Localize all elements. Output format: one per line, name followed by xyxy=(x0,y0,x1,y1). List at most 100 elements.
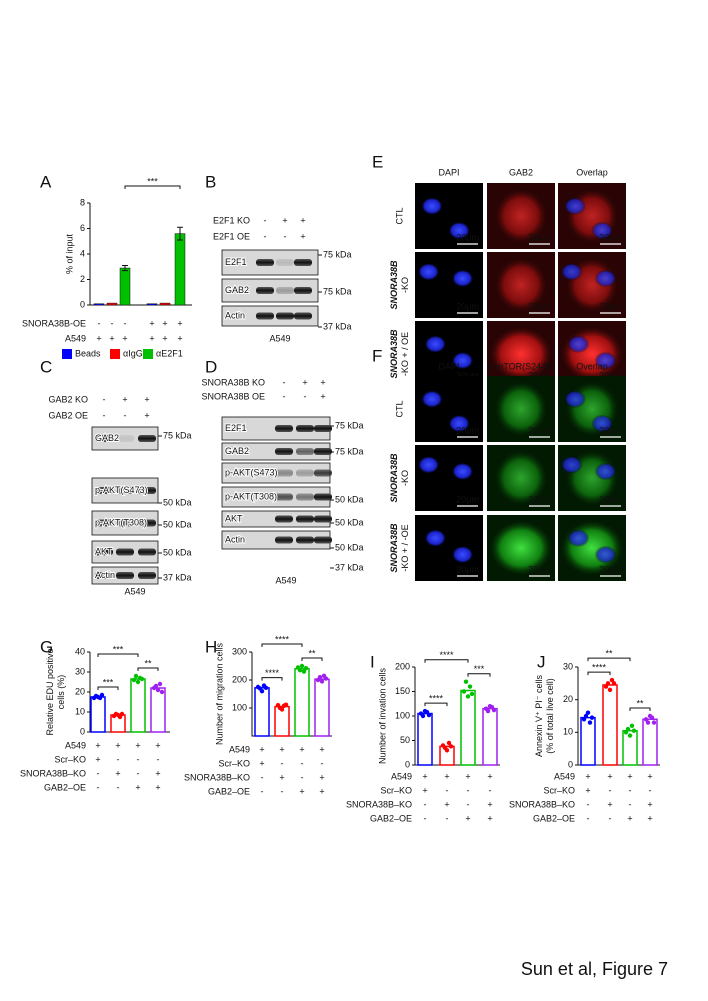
bar xyxy=(460,689,476,766)
nucleus xyxy=(560,262,583,281)
data-point xyxy=(317,675,323,680)
data-point xyxy=(629,723,635,728)
blot-band xyxy=(138,487,156,494)
bar xyxy=(602,684,618,766)
condition-sign: + xyxy=(647,813,652,823)
condition-sign: - xyxy=(264,231,267,241)
marker-label: 37 kDa xyxy=(335,562,364,572)
condition-sign: - xyxy=(424,799,427,809)
blot-band xyxy=(138,435,156,442)
bar xyxy=(314,678,330,737)
condition-sign: + xyxy=(487,813,492,823)
nucleus xyxy=(591,221,614,240)
panel-label: B xyxy=(205,172,216,191)
condition-sign: - xyxy=(281,786,284,796)
bar xyxy=(106,302,118,306)
condition-label: SNORA38B–KO xyxy=(20,768,86,778)
marker-label: 75 kDa xyxy=(163,430,192,440)
blot-band xyxy=(116,435,134,442)
condition-sign: + xyxy=(607,771,612,781)
condition-sign: - xyxy=(97,768,100,778)
data-point xyxy=(625,726,631,732)
blot-band xyxy=(296,493,314,501)
band-label: p-AKT(S473) xyxy=(95,485,148,495)
stain xyxy=(487,518,555,578)
condition-label: A549 xyxy=(65,740,86,750)
condition-sign: + xyxy=(259,744,264,754)
condition-sign: - xyxy=(264,215,267,225)
condition-sign: - xyxy=(137,768,140,778)
nucleus xyxy=(421,197,443,216)
condition-label: -KO + / OE xyxy=(400,332,410,376)
blot-band xyxy=(138,548,156,556)
y-axis-label: Relative EDU positive xyxy=(45,648,55,735)
condition-sign: + xyxy=(155,782,160,792)
nucleus xyxy=(451,462,474,481)
significance-bracket xyxy=(261,677,283,681)
nucleus xyxy=(594,462,617,481)
condition-sign: + xyxy=(177,318,182,328)
data-point xyxy=(465,694,471,699)
data-point xyxy=(426,712,432,718)
condition-sign: + xyxy=(465,771,470,781)
significance-label: **** xyxy=(429,693,444,703)
marker-label: 75 kDa xyxy=(335,446,364,456)
band-label: Actin xyxy=(95,570,115,580)
data-point xyxy=(323,676,329,681)
blot-band xyxy=(275,425,293,432)
blot-band xyxy=(314,493,332,501)
band-label: E2F1 xyxy=(225,423,247,433)
marker-label: 37 kDa xyxy=(323,321,352,331)
legend-swatch xyxy=(143,349,153,359)
data-point xyxy=(446,740,452,746)
panel-label: C xyxy=(40,357,52,376)
condition-sign: - xyxy=(137,754,140,764)
condition-sign: + xyxy=(144,394,149,404)
channel-header: Overlap xyxy=(576,167,608,177)
blot-band xyxy=(296,469,314,477)
y-axis-label: Annexin V⁺ PI⁻ cells xyxy=(534,674,544,757)
bar xyxy=(254,687,270,737)
micrograph-bg xyxy=(415,515,483,581)
marker-label: 50 kDa xyxy=(335,517,364,527)
y-tick-label: 100 xyxy=(232,702,247,712)
y-axis-label: cells (%) xyxy=(56,675,66,710)
bar xyxy=(174,233,186,306)
micrograph: 20μm xyxy=(487,183,555,249)
legend-swatch xyxy=(62,349,72,359)
nucleus xyxy=(567,335,590,354)
micrograph: 20μm xyxy=(487,515,555,581)
micrograph: 20μm xyxy=(558,252,626,318)
condition-sign: - xyxy=(424,813,427,823)
bar xyxy=(159,302,171,306)
data-point xyxy=(651,720,657,725)
data-point xyxy=(467,684,473,689)
footer: Sun et al, Figure 7 xyxy=(521,959,668,979)
y-axis-label: Number of migration cells xyxy=(214,642,224,745)
nucleus xyxy=(451,351,474,370)
significance-bracket xyxy=(124,185,181,189)
y-tick-label: 200 xyxy=(395,661,410,671)
micrograph: 20μm xyxy=(558,515,626,581)
condition-sign: - xyxy=(261,786,264,796)
significance-bracket xyxy=(137,667,159,671)
condition-label: A549 xyxy=(391,771,412,781)
significance-label: *** xyxy=(103,677,114,687)
condition-sign: - xyxy=(629,785,632,795)
condition-sign: + xyxy=(299,786,304,796)
marker-label: 75 kDa xyxy=(323,249,352,259)
condition-label: E2F1 KO xyxy=(213,215,250,225)
scale-bar-label: 20μm xyxy=(599,301,622,311)
condition-sign: - xyxy=(609,785,612,795)
condition-label: GAB2–OE xyxy=(533,813,575,823)
condition-sign: + xyxy=(144,410,149,420)
condition-label: Scr–KO xyxy=(543,785,575,795)
data-point xyxy=(279,707,285,712)
scale-bar-label: 20μm xyxy=(456,494,479,504)
blot-band xyxy=(276,312,294,320)
condition-sign: + xyxy=(279,744,284,754)
channel-header: DAPI xyxy=(438,167,459,177)
condition-sign: - xyxy=(111,318,114,328)
band-label: AKT xyxy=(225,513,243,523)
data-point xyxy=(297,668,303,673)
